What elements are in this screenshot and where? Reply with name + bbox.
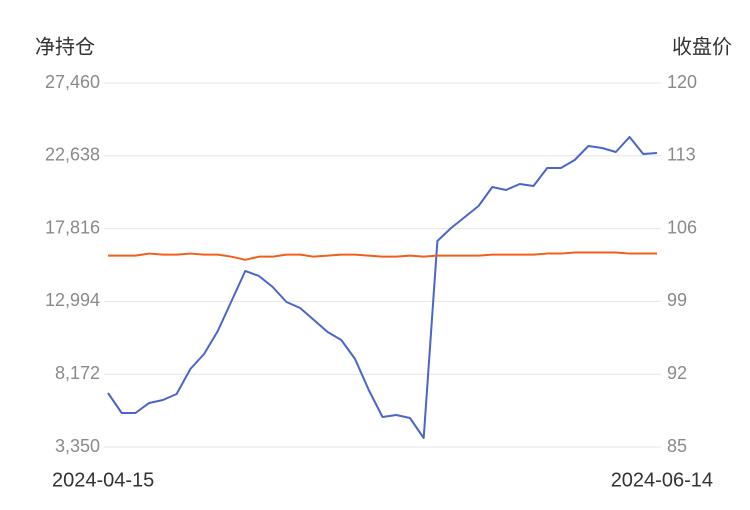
y-tick-label: 8,172 — [55, 363, 100, 383]
y2-tick-label: 92 — [667, 363, 687, 383]
y-tick-label: 3,350 — [55, 436, 100, 456]
x-tick-label: 2024-06-14 — [611, 469, 713, 491]
y2-axis-title: 收盘价 — [672, 35, 732, 58]
y-tick-label: 22,638 — [45, 145, 100, 165]
series-line — [107, 135, 658, 439]
y-tick-label: 17,816 — [45, 217, 100, 237]
y2-tick-label: 85 — [667, 436, 687, 456]
series-line — [108, 251, 657, 261]
y-tick-label: 12,994 — [45, 290, 100, 310]
x-tick-label: 2024-04-15 — [52, 469, 154, 491]
y-tick-label: 27,460 — [45, 72, 100, 92]
y2-tick-label: 99 — [667, 290, 687, 310]
y-axis-title: 净持仓 — [35, 35, 95, 58]
y2-tick-label: 106 — [667, 217, 697, 237]
y2-tick-label: 120 — [667, 72, 697, 92]
y2-tick-label: 113 — [667, 145, 696, 165]
